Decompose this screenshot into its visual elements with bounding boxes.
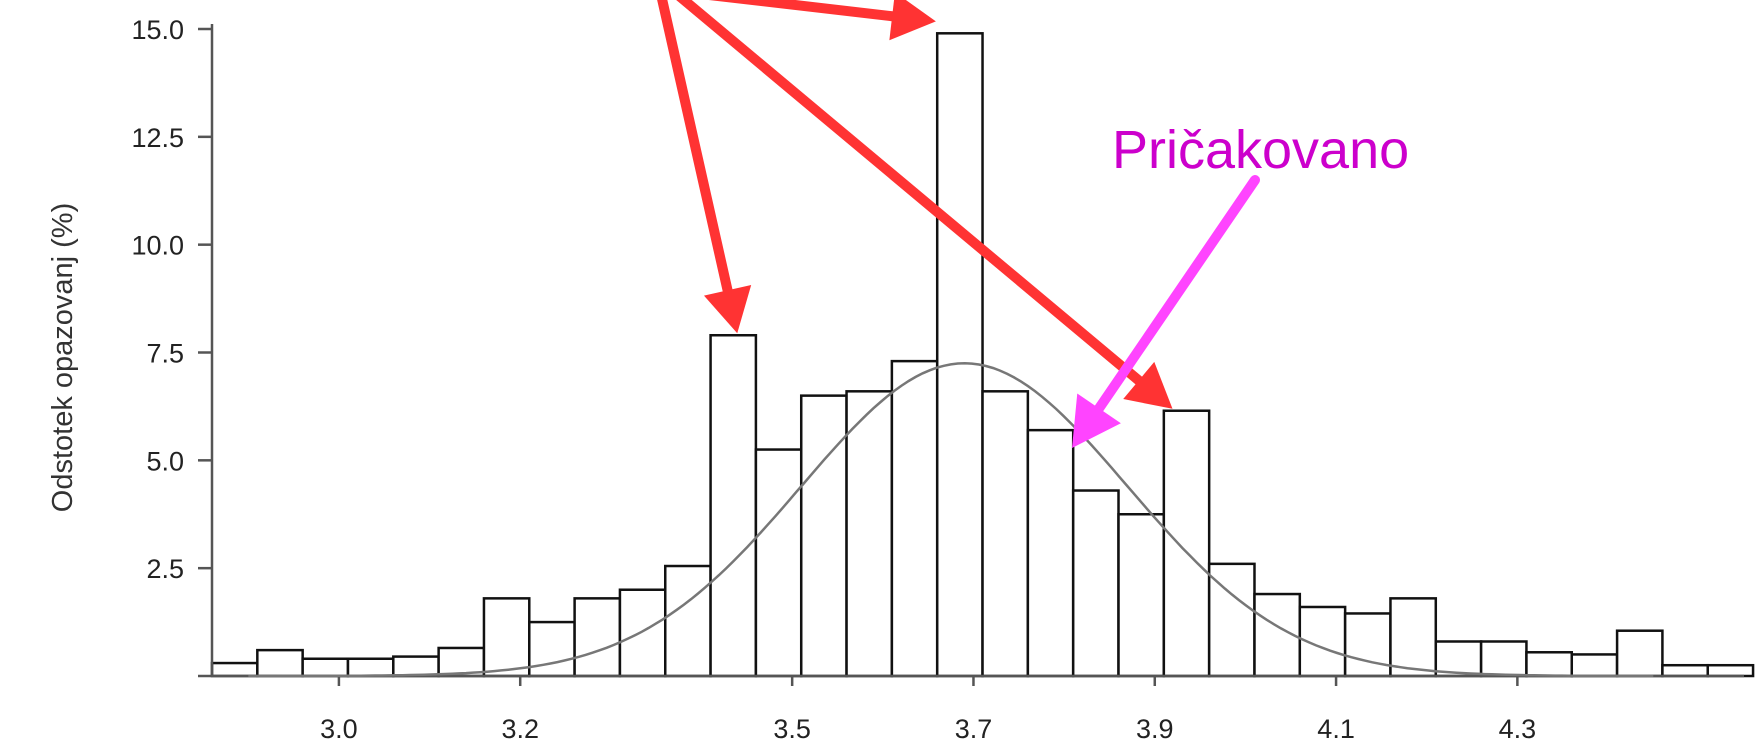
y-tick-label: 2.5 <box>146 554 184 584</box>
histogram-bar <box>890 359 939 678</box>
histogram-bar <box>256 648 304 678</box>
arrow-head <box>1123 361 1173 409</box>
x-tick-label: 3.2 <box>501 714 539 744</box>
histogram-bar <box>709 333 758 678</box>
arrow-shaft <box>708 0 898 22</box>
x-tick-label: 3.7 <box>955 714 993 744</box>
arrow-head <box>703 285 752 334</box>
histogram-bar <box>845 390 894 678</box>
histogram-bar <box>1026 428 1075 678</box>
histogram-bar <box>618 588 667 678</box>
x-tick-label: 3.5 <box>773 714 811 744</box>
arrow-head <box>1072 393 1121 448</box>
histogram-bar <box>754 448 803 678</box>
histogram-bar <box>1570 653 1619 678</box>
histogram-bar <box>528 620 576 678</box>
histogram-bar <box>1615 629 1664 678</box>
y-tick-label: 10.0 <box>131 231 184 261</box>
histogram-bar <box>210 661 259 678</box>
expected-curve-layer <box>248 362 1654 678</box>
histogram-bar <box>1071 489 1120 678</box>
histogram-bar <box>1117 513 1166 678</box>
x-tick-label: 4.1 <box>1317 714 1355 744</box>
arrow-shaft <box>657 0 733 296</box>
annotation-label: Pričakovano <box>1112 120 1409 180</box>
arrow-shaft <box>676 0 1144 386</box>
arrows-layer <box>657 0 1260 448</box>
x-tick-label: 4.3 <box>1499 714 1537 744</box>
histogram-bar <box>981 390 1030 678</box>
red-arrow-to-bar-3-87 <box>676 0 1173 409</box>
expected-normal-curve <box>248 362 1654 678</box>
magenta-arrow-expected <box>1072 175 1260 448</box>
histogram-bar <box>573 597 622 678</box>
histogram-bar <box>935 32 984 678</box>
red-arrow-to-bar-3-45 <box>657 0 752 334</box>
y-tick-label: 5.0 <box>146 446 184 476</box>
histogram-bar <box>1389 597 1438 678</box>
histogram-bar <box>1479 640 1528 678</box>
histogram-bar <box>799 394 848 678</box>
arrow-shaft <box>1094 175 1260 414</box>
arrow-head <box>889 0 936 41</box>
x-tick-label: 3.0 <box>320 714 358 744</box>
y-tick-label: 7.5 <box>146 339 184 369</box>
y-tick-label: 12.5 <box>131 123 184 153</box>
bars-layer <box>210 32 1755 678</box>
histogram-bar <box>1706 663 1755 678</box>
histogram-bar <box>301 657 350 678</box>
labels-layer: Odstotek opazovanj (%) Pričakovano <box>47 120 1409 512</box>
histogram-bar <box>346 657 395 678</box>
histogram-bar <box>664 564 712 678</box>
histogram-bar <box>1162 409 1211 678</box>
x-tick-label: 3.9 <box>1136 714 1174 744</box>
y-tick-label: 15.0 <box>131 15 184 45</box>
histogram-bar <box>1343 612 1392 678</box>
y-axis-label: Odstotek opazovanj (%) <box>47 203 79 512</box>
histogram-bar <box>392 655 440 678</box>
histogram-bar <box>482 597 531 678</box>
axes-layer: 15.0 12.5 10.0 7.5 5.0 2.5 3.0 3.2 3.5 3.7 3.9 4.1 4… <box>131 15 1744 744</box>
histogram-bar <box>1525 651 1574 678</box>
histogram-bar <box>1661 663 1709 678</box>
red-arrow-to-bar-3-7 <box>708 0 936 41</box>
